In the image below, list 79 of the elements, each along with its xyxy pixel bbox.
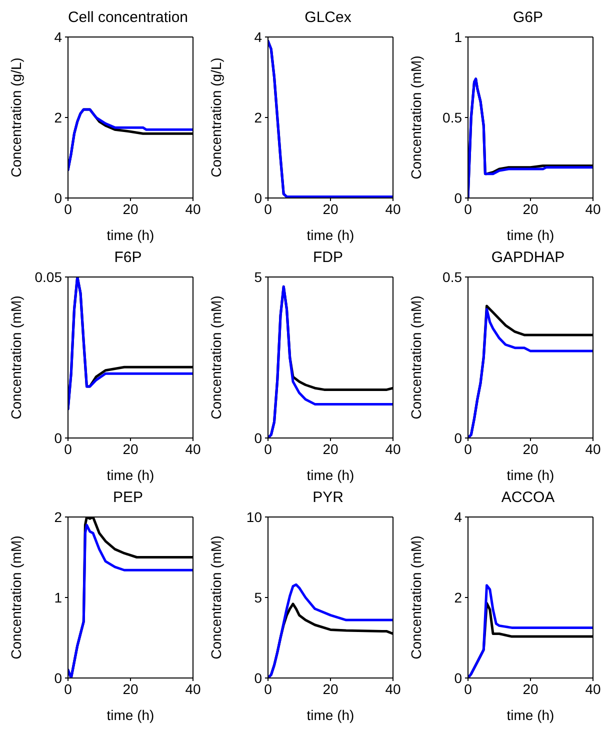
- y-tick-label: 1: [454, 28, 462, 45]
- chart-title: FDP: [312, 248, 344, 268]
- x-tick-label: 0: [264, 440, 272, 457]
- y-axis-title: Concentration (g/L): [8, 58, 24, 178]
- x-tick-label: 40: [585, 680, 601, 697]
- x-tick-label: 20: [122, 440, 138, 457]
- y-axis-title: Concentration (mM): [408, 56, 424, 180]
- x-tick-label: 40: [385, 200, 401, 217]
- y-tick-label: 2: [454, 589, 462, 606]
- chart-title: G6P: [512, 8, 544, 28]
- y-tick-label: 4: [254, 28, 262, 45]
- y-tick-label: 0.5: [442, 268, 462, 285]
- y-axis-title: Concentration (mM): [208, 536, 224, 660]
- y-tick-label: 5: [254, 589, 262, 606]
- x-tick-label: 40: [185, 680, 201, 697]
- x-tick-label: 40: [585, 200, 601, 217]
- chart-title: F6P: [113, 248, 143, 268]
- y-tick-label: 0: [54, 430, 62, 446]
- chart-title: PEP: [112, 488, 144, 508]
- chart-title: GAPDHAP: [490, 248, 566, 268]
- x-tick-label: 0: [64, 680, 72, 697]
- y-tick-label: 0: [454, 670, 462, 686]
- y-tick-label: 0.5: [442, 109, 462, 126]
- x-axis-title: time (h): [106, 467, 154, 483]
- y-axis-title: Concentration (mM): [408, 536, 424, 660]
- x-axis-title: time (h): [506, 707, 554, 723]
- y-tick-label: 0: [254, 190, 262, 206]
- x-axis-title: time (h): [306, 467, 354, 483]
- x-tick-label: 40: [585, 440, 601, 457]
- x-tick-label: 20: [122, 200, 138, 217]
- y-tick-label: 10: [246, 508, 262, 525]
- y-tick-label: 4: [454, 508, 462, 525]
- x-tick-label: 40: [385, 680, 401, 697]
- x-tick-label: 0: [264, 200, 272, 217]
- y-tick-label: 5: [254, 268, 262, 285]
- y-tick-label: 2: [54, 508, 62, 525]
- x-tick-label: 20: [322, 680, 338, 697]
- chart-title: PYR: [312, 488, 344, 508]
- y-axis-title: Concentration (mM): [208, 296, 224, 420]
- x-axis-title: time (h): [506, 467, 554, 483]
- y-axis-title: Concentration (g/L): [208, 58, 224, 178]
- x-tick-label: 20: [322, 440, 338, 457]
- y-axis-title: Concentration (mM): [408, 296, 424, 420]
- x-tick-label: 20: [522, 680, 538, 697]
- x-tick-label: 40: [185, 440, 201, 457]
- x-axis-title: time (h): [306, 707, 354, 723]
- x-axis-title: time (h): [106, 227, 154, 243]
- y-tick-label: 0.05: [34, 268, 62, 285]
- x-tick-label: 0: [464, 440, 472, 457]
- x-tick-label: 0: [64, 200, 72, 217]
- x-tick-label: 40: [185, 200, 201, 217]
- x-axis-title: time (h): [306, 227, 354, 243]
- line-series: [268, 40, 393, 198]
- x-tick-label: 40: [385, 440, 401, 457]
- y-axis-title: Concentration (mM): [8, 536, 24, 660]
- x-tick-label: 0: [64, 440, 72, 457]
- x-tick-label: 0: [264, 680, 272, 697]
- x-tick-label: 20: [322, 200, 338, 217]
- chart-title: GLCex: [304, 8, 352, 28]
- y-tick-label: 4: [54, 28, 62, 45]
- x-axis-title: time (h): [506, 227, 554, 243]
- y-tick-label: 1: [54, 589, 62, 606]
- x-tick-label: 20: [522, 440, 538, 457]
- y-tick-label: 0: [254, 670, 262, 686]
- x-tick-label: 20: [122, 680, 138, 697]
- y-tick-label: 0: [54, 190, 62, 206]
- x-axis-title: time (h): [106, 707, 154, 723]
- y-tick-label: 2: [254, 109, 262, 126]
- y-tick-label: 0: [454, 190, 462, 206]
- chart-title: ACCOA: [500, 488, 556, 508]
- x-tick-label: 20: [522, 200, 538, 217]
- y-axis-title: Concentration (mM): [8, 296, 24, 420]
- chart-title: Cell concentration: [66, 8, 190, 28]
- y-tick-label: 0: [54, 670, 62, 686]
- y-tick-label: 0: [454, 430, 462, 446]
- x-tick-label: 0: [464, 680, 472, 697]
- y-tick-label: 2: [54, 109, 62, 126]
- x-tick-label: 0: [464, 200, 472, 217]
- y-tick-label: 0: [254, 430, 262, 446]
